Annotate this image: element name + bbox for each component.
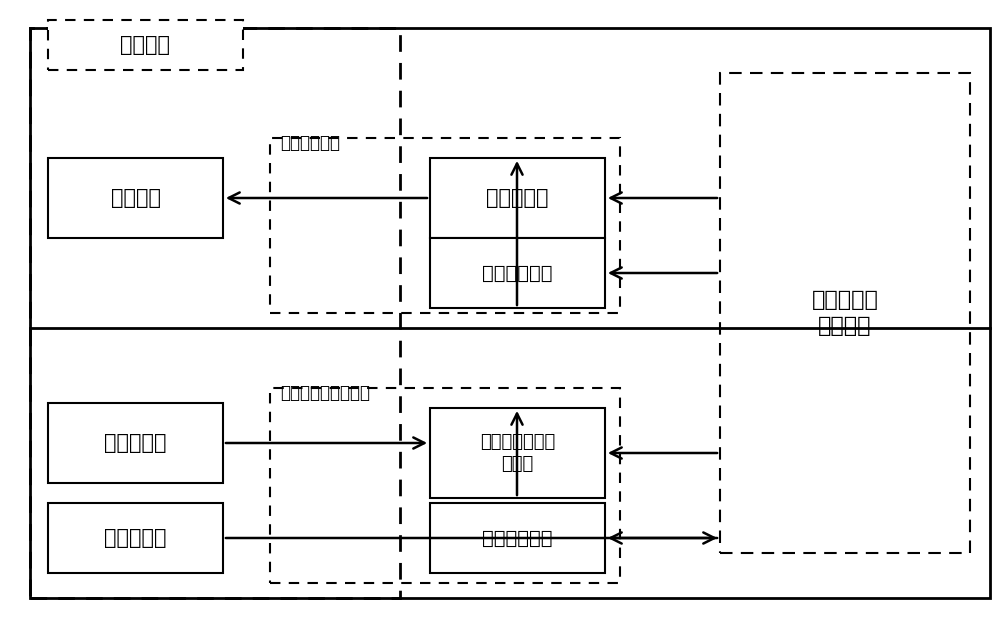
Bar xyxy=(48,503,223,573)
Bar xyxy=(30,28,400,598)
Text: 加载驱动模块: 加载驱动模块 xyxy=(280,134,340,152)
Bar xyxy=(270,138,620,313)
Text: 扰矩传感器信号
处理板: 扰矩传感器信号 处理板 xyxy=(480,433,555,473)
Text: 控制与数据
处理模块: 控制与数据 处理模块 xyxy=(812,290,878,336)
Bar xyxy=(430,503,605,573)
Text: 驱动电机: 驱动电机 xyxy=(110,188,160,208)
Bar xyxy=(430,158,605,238)
Text: 直流开关电源: 直流开关电源 xyxy=(482,264,553,283)
Text: 光电编码器: 光电编码器 xyxy=(104,528,167,548)
Bar xyxy=(48,403,223,483)
Text: 电机驱动器: 电机驱动器 xyxy=(486,188,549,208)
Text: 扰矩及转角测量模块: 扰矩及转角测量模块 xyxy=(280,384,370,402)
Bar xyxy=(48,158,223,238)
Text: 试验台架: 试验台架 xyxy=(120,35,170,55)
Bar xyxy=(270,388,620,583)
Bar xyxy=(430,238,605,308)
Bar xyxy=(430,408,605,498)
Bar xyxy=(720,73,970,553)
Bar xyxy=(48,20,243,70)
Text: 扰矩传感器: 扰矩传感器 xyxy=(104,433,167,453)
Text: 直流线性电源: 直流线性电源 xyxy=(482,529,553,548)
